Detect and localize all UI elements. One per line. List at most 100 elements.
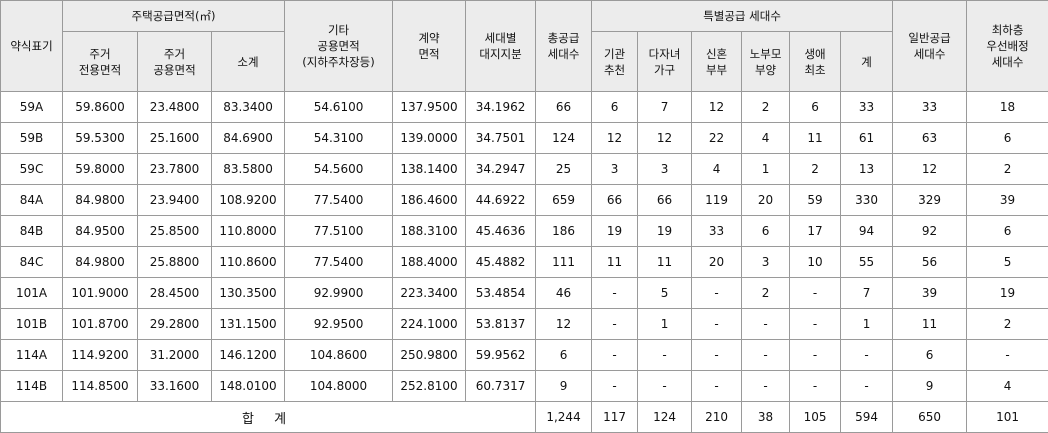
cell-total: 9	[535, 370, 593, 402]
table-row: 114B 114.8500 33.1600 148.0100 104.8000 252.8…	[0, 370, 1048, 402]
cell-subtotal: 84.6900	[210, 122, 286, 154]
cell-subtotal: 110.8000	[210, 215, 286, 247]
cell-type: 59C	[0, 153, 63, 185]
cell-first: 11	[789, 122, 842, 154]
cell-first: -	[789, 370, 842, 402]
header-exclusive-area: 주거 전용면적	[62, 31, 138, 92]
cell-newly: 22	[691, 122, 743, 154]
cell-common: 33.1600	[137, 370, 212, 402]
cell-inst: 11	[591, 246, 639, 278]
cell-general: 39	[892, 277, 968, 309]
total-first: 105	[789, 401, 842, 433]
header-contract-area: 계약 면적	[392, 0, 467, 92]
cell-other: 92.9900	[284, 277, 394, 309]
cell-contract: 188.4000	[392, 246, 467, 278]
cell-sp-total: 61	[840, 122, 894, 154]
cell-lowest: 2	[966, 308, 1048, 340]
cell-excl: 84.9800	[62, 246, 138, 278]
table-row: 59B 59.5300 25.1600 84.6900 54.3100 139.0000 3…	[0, 122, 1048, 154]
cell-subtotal: 83.3400	[210, 91, 286, 123]
header-elderly: 노부모 부양	[741, 31, 791, 92]
cell-type: 59A	[0, 91, 63, 123]
cell-general: 12	[892, 153, 968, 185]
cell-common: 25.8500	[137, 215, 212, 247]
cell-subtotal: 108.9200	[210, 184, 286, 216]
cell-sp-total: 13	[840, 153, 894, 185]
total-total: 1,244	[535, 401, 593, 433]
cell-elder: -	[741, 339, 791, 371]
cell-common: 25.8800	[137, 246, 212, 278]
cell-sp-total: 1	[840, 308, 894, 340]
cell-excl: 59.5300	[62, 122, 138, 154]
cell-other: 77.5400	[284, 246, 394, 278]
totals-label: 합 계	[0, 401, 537, 433]
cell-common: 25.1600	[137, 122, 212, 154]
cell-other: 104.8600	[284, 339, 394, 371]
cell-lowest: 6	[966, 215, 1048, 247]
cell-first: 17	[789, 215, 842, 247]
cell-newly: 119	[691, 184, 743, 216]
cell-sp-total: 55	[840, 246, 894, 278]
cell-multi: -	[637, 339, 693, 371]
cell-excl: 114.8500	[62, 370, 138, 402]
cell-land: 53.4854	[465, 277, 537, 309]
cell-multi: 3	[637, 153, 693, 185]
cell-general: 92	[892, 215, 968, 247]
cell-lowest: 5	[966, 246, 1048, 278]
cell-first: -	[789, 277, 842, 309]
cell-excl: 84.9800	[62, 184, 138, 216]
cell-other: 54.3100	[284, 122, 394, 154]
cell-other: 92.9500	[284, 308, 394, 340]
table-row: 59C 59.8000 23.7800 83.5800 54.5600 138.1400 3…	[0, 153, 1048, 185]
total-newly: 210	[691, 401, 743, 433]
cell-common: 28.4500	[137, 277, 212, 309]
cell-lowest: 2	[966, 153, 1048, 185]
cell-contract: 188.3100	[392, 215, 467, 247]
cell-excl: 101.9000	[62, 277, 138, 309]
cell-type: 84A	[0, 184, 63, 216]
cell-subtotal: 83.5800	[210, 153, 286, 185]
cell-multi: 7	[637, 91, 693, 123]
cell-sp-total: -	[840, 370, 894, 402]
cell-total: 124	[535, 122, 593, 154]
cell-land: 59.9562	[465, 339, 537, 371]
cell-first: 6	[789, 91, 842, 123]
cell-multi: 66	[637, 184, 693, 216]
cell-subtotal: 130.3500	[210, 277, 286, 309]
cell-newly: 4	[691, 153, 743, 185]
table-body: 59A 59.8600 23.4800 83.3400 54.6100 137.9500 3…	[0, 91, 1048, 433]
cell-general: 9	[892, 370, 968, 402]
cell-elder: 2	[741, 91, 791, 123]
cell-inst: -	[591, 370, 639, 402]
cell-type: 114B	[0, 370, 63, 402]
cell-subtotal: 131.1500	[210, 308, 286, 340]
cell-total: 6	[535, 339, 593, 371]
cell-excl: 84.9500	[62, 215, 138, 247]
cell-general: 56	[892, 246, 968, 278]
cell-type: 84C	[0, 246, 63, 278]
header-common-area: 주거 공용면적	[137, 31, 212, 92]
cell-total: 111	[535, 246, 593, 278]
cell-excl: 59.8000	[62, 153, 138, 185]
cell-total: 25	[535, 153, 593, 185]
cell-inst: -	[591, 339, 639, 371]
total-general: 650	[892, 401, 968, 433]
header-land-share: 세대별 대지지분	[465, 0, 537, 92]
cell-newly: -	[691, 339, 743, 371]
cell-newly: 20	[691, 246, 743, 278]
cell-total: 66	[535, 91, 593, 123]
cell-other: 77.5100	[284, 215, 394, 247]
cell-land: 34.1962	[465, 91, 537, 123]
cell-inst: -	[591, 277, 639, 309]
table-row: 114A 114.9200 31.2000 146.1200 104.8600 250.9…	[0, 339, 1048, 371]
cell-other: 104.8000	[284, 370, 394, 402]
cell-contract: 250.9800	[392, 339, 467, 371]
cell-newly: -	[691, 308, 743, 340]
cell-contract: 224.1000	[392, 308, 467, 340]
totals-row: 합 계 1,244 117 124 210 38 105 594 650 101	[0, 401, 1048, 433]
header-subtotal: 소계	[210, 31, 286, 92]
cell-total: 46	[535, 277, 593, 309]
cell-land: 34.7501	[465, 122, 537, 154]
cell-common: 23.7800	[137, 153, 212, 185]
